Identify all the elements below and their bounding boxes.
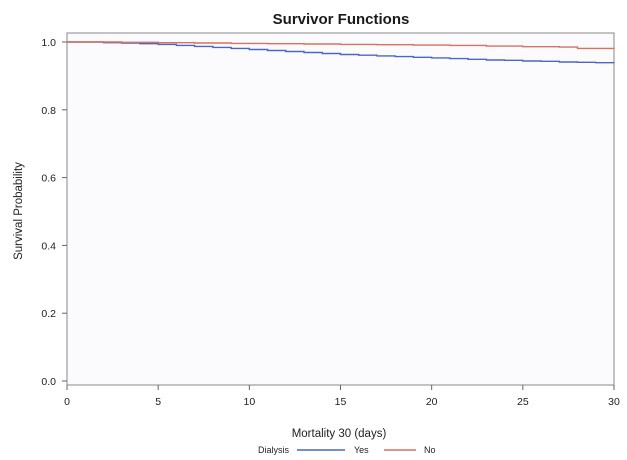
legend-title: Dialysis (258, 445, 290, 455)
plot-area (66, 32, 615, 386)
x-tick-label: 15 (335, 396, 347, 408)
y-tick-label: 0.0 (41, 376, 56, 388)
y-axis-label: Survival Probability (13, 162, 25, 260)
legend-label-yes: Yes (354, 445, 369, 455)
chart-title: Survivor Functions (273, 11, 410, 28)
y-tick-label: 1.0 (41, 37, 56, 49)
series-line-yes (67, 41, 615, 64)
y-tick-label: 0.2 (41, 308, 56, 320)
x-tick-label: 25 (517, 396, 529, 408)
series-line-no (67, 41, 615, 50)
legend-label-no: No (424, 445, 436, 455)
y-tick-label: 0.8 (41, 105, 56, 117)
x-tick-label: 20 (426, 396, 438, 408)
x-axis: 0 5 10 15 20 25 30 (64, 385, 620, 408)
x-tick-label: 10 (243, 396, 255, 408)
y-axis: 0.0 0.2 0.4 0.6 0.8 1.0 (41, 37, 67, 388)
x-tick-label: 5 (155, 396, 161, 408)
y-tick-label: 0.6 (41, 173, 56, 185)
series-layer (67, 41, 615, 64)
x-tick-label: 0 (64, 396, 70, 408)
y-tick-label: 0.4 (41, 240, 56, 252)
x-axis-label: Mortality 30 (days) (292, 428, 387, 440)
x-tick-label: 30 (608, 396, 620, 408)
legend: Dialysis Yes No (258, 445, 436, 455)
